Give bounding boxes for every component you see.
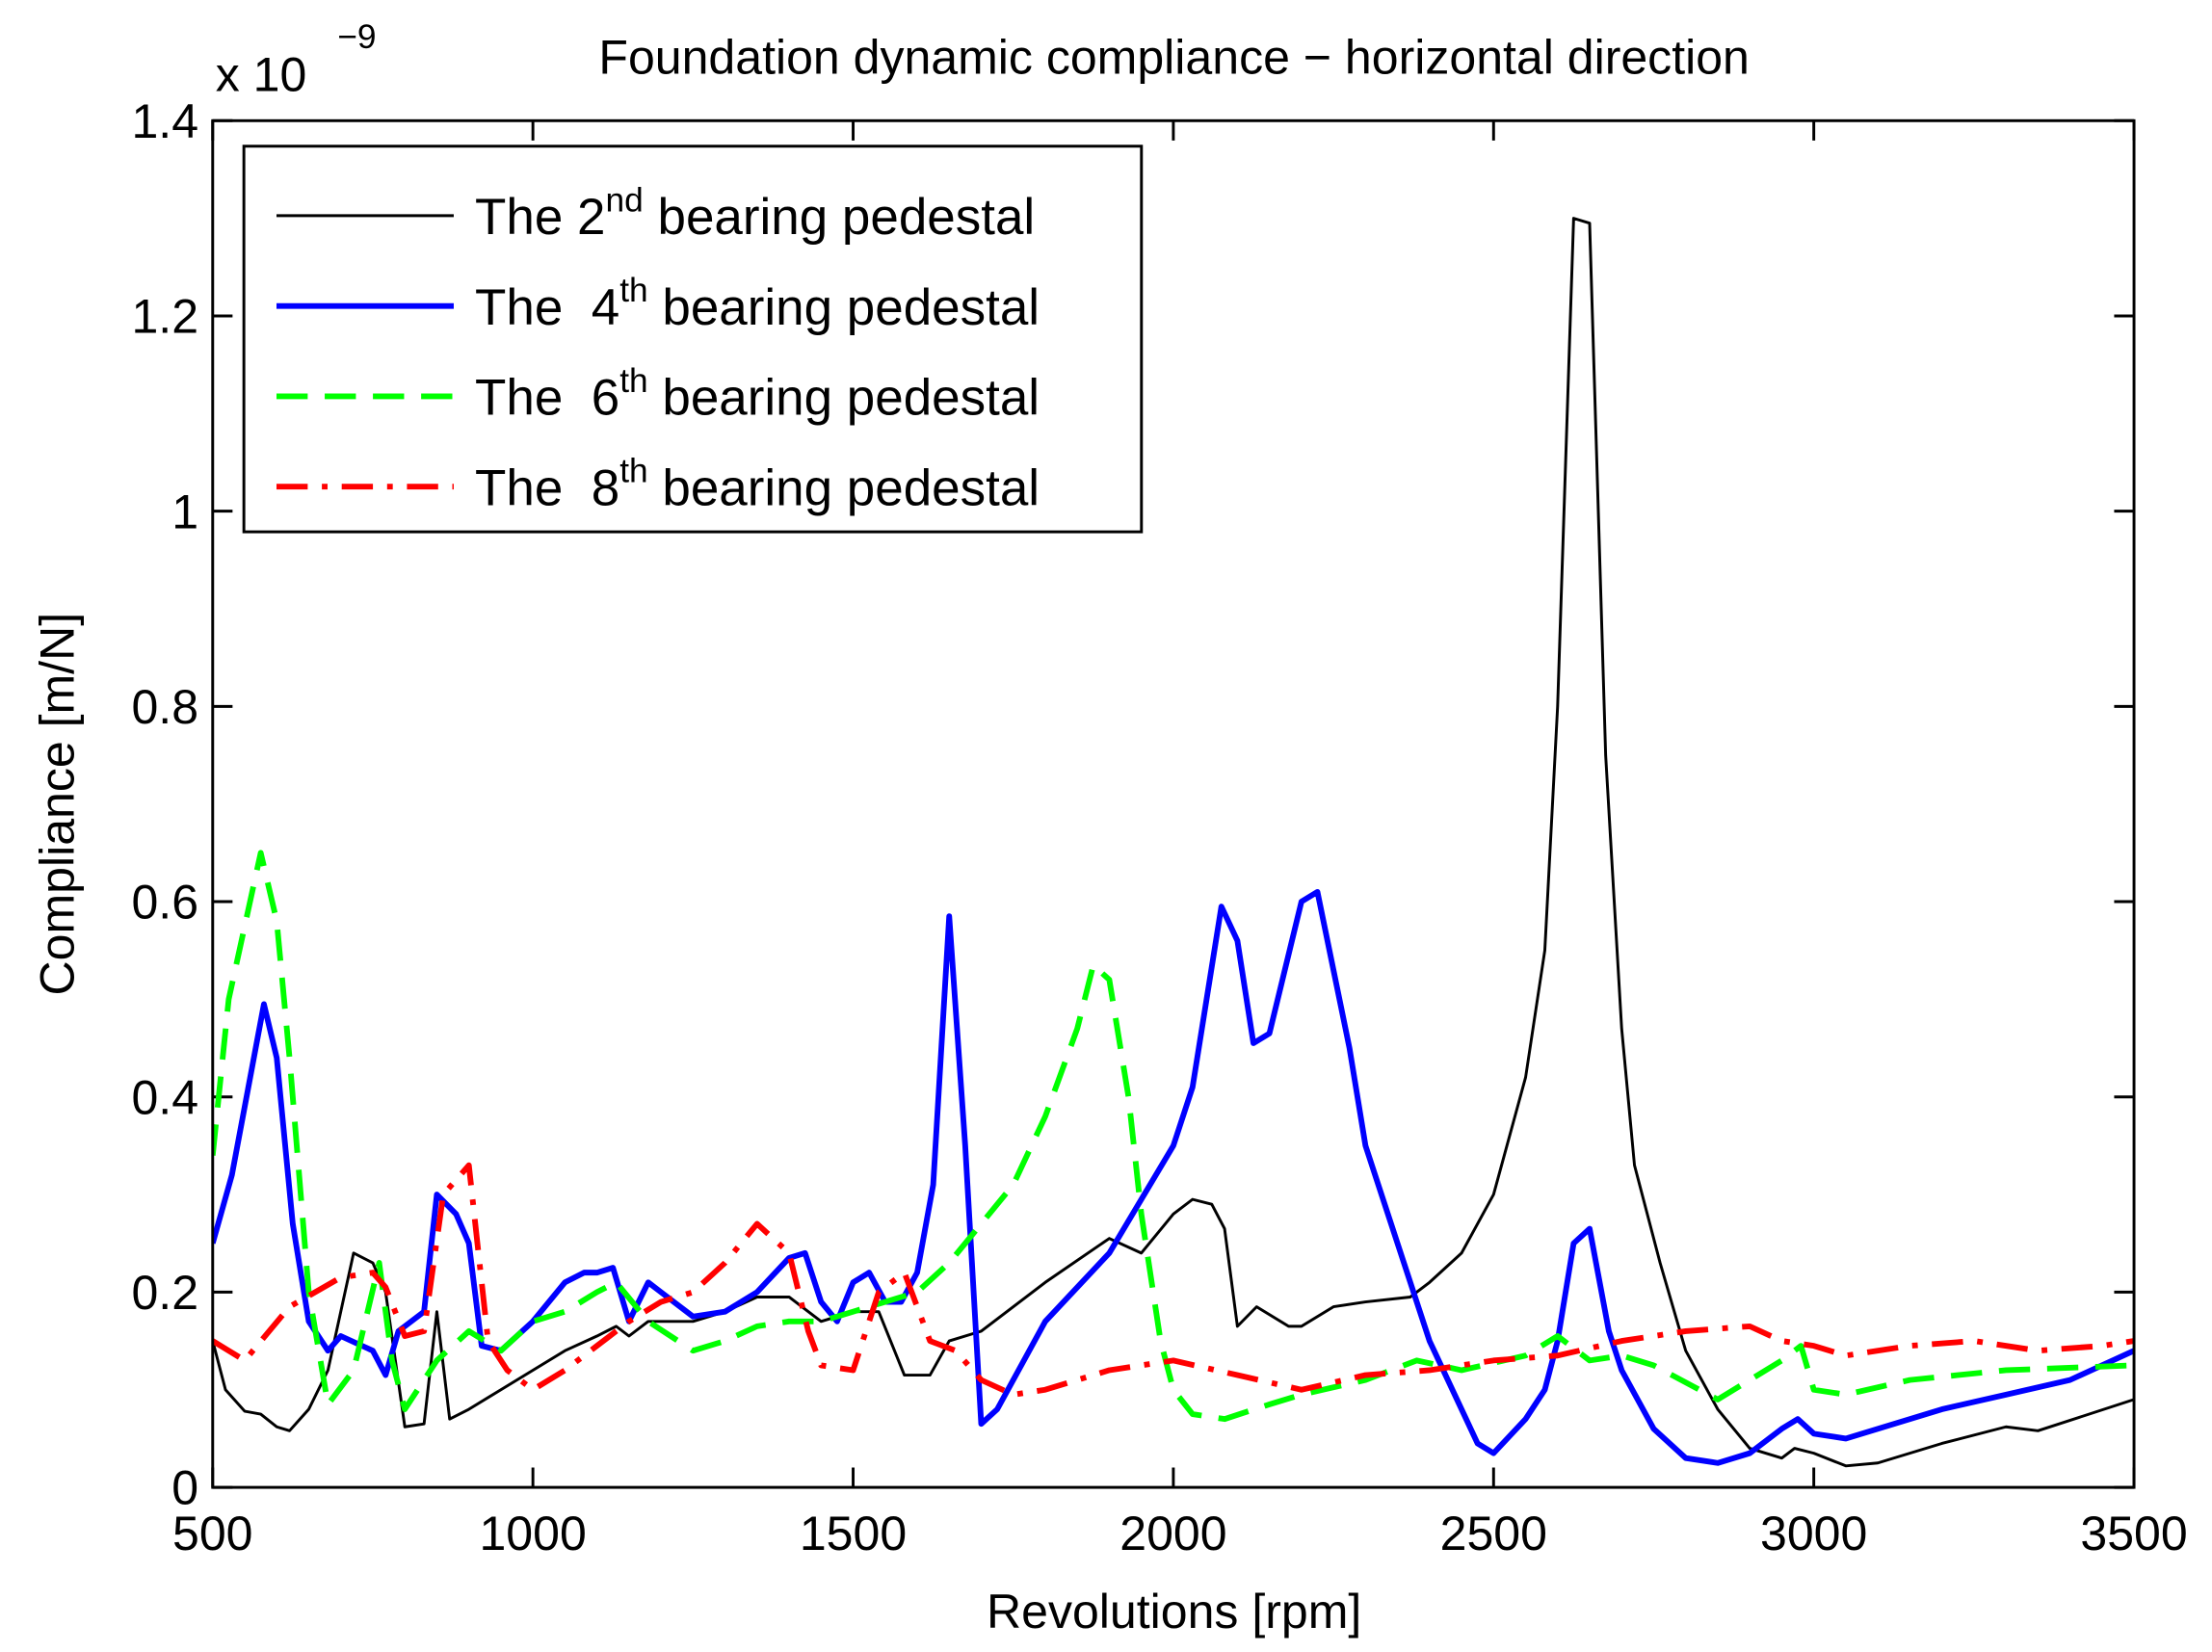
- x-tick-label: 2500: [1440, 1507, 1547, 1560]
- legend-label: The 2nd bearing pedestal: [475, 181, 1035, 246]
- y-tick-label: 0.8: [131, 680, 198, 734]
- y-tick-label: 1.2: [131, 290, 198, 344]
- legend-label: The 4th bearing pedestal: [475, 272, 1040, 336]
- y-tick-label: 1: [171, 485, 198, 538]
- series-line: [212, 888, 2135, 1466]
- y-tick-label: 1.4: [131, 94, 198, 148]
- legend-box: [242, 144, 1144, 534]
- y-tick-label: 0.4: [131, 1070, 198, 1124]
- y-tick-label: 0.2: [131, 1266, 198, 1320]
- legend-label: The 6th bearing pedestal: [475, 362, 1040, 427]
- series-line: [212, 850, 2135, 1423]
- y-axis-label: Compliance [m/N]: [31, 613, 85, 996]
- y-multiplier-exponent: −9: [337, 18, 376, 56]
- series-line: [212, 217, 2135, 1468]
- y-tick-label: 0: [171, 1461, 198, 1515]
- x-tick-label: 1000: [479, 1507, 586, 1560]
- plot-frame: [211, 118, 2136, 1489]
- x-tick-label: 3500: [2080, 1507, 2187, 1560]
- x-axis-label: Revolutions [rpm]: [987, 1585, 1361, 1639]
- x-tick-label: 2000: [1119, 1507, 1226, 1560]
- x-tick-label: 3000: [1760, 1507, 1867, 1560]
- legend-label: The 8th bearing pedestal: [475, 453, 1040, 517]
- y-multiplier-base: x 10: [216, 47, 307, 101]
- series-line: [212, 1162, 2135, 1398]
- plot-lines: [212, 217, 2135, 1468]
- y-tick-label: 0.6: [131, 876, 198, 930]
- x-tick-label: 500: [172, 1507, 252, 1560]
- x-tick-label: 1500: [800, 1507, 907, 1560]
- chart-title: Foundation dynamic compliance − horizont…: [598, 31, 1749, 85]
